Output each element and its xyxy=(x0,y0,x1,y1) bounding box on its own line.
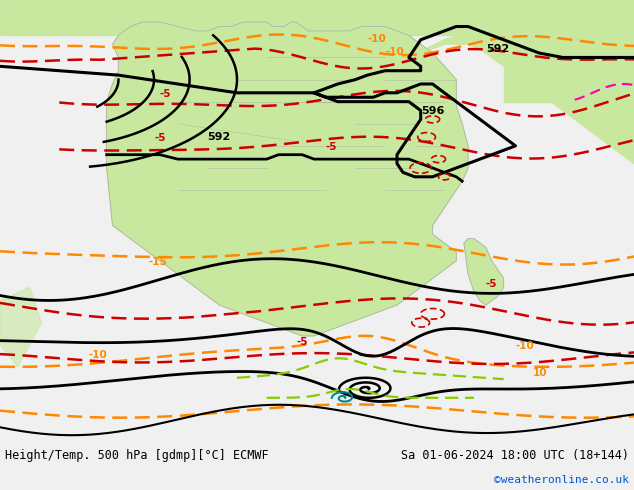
Text: 596: 596 xyxy=(421,105,444,116)
Text: 10: 10 xyxy=(533,368,548,378)
Text: -10: -10 xyxy=(515,341,534,351)
Text: -10: -10 xyxy=(89,350,108,360)
Text: -5: -5 xyxy=(296,337,307,347)
Text: -15: -15 xyxy=(148,257,167,267)
Text: Sa 01-06-2024 18:00 UTC (18+144): Sa 01-06-2024 18:00 UTC (18+144) xyxy=(401,448,629,462)
Polygon shape xyxy=(415,0,634,164)
Text: Height/Temp. 500 hPa [gdmp][°C] ECMWF: Height/Temp. 500 hPa [gdmp][°C] ECMWF xyxy=(5,448,269,462)
Text: -5: -5 xyxy=(160,89,171,99)
Polygon shape xyxy=(464,239,503,305)
Text: -10: -10 xyxy=(367,34,386,44)
Polygon shape xyxy=(0,287,41,367)
Text: ©weatheronline.co.uk: ©weatheronline.co.uk xyxy=(494,475,629,485)
Text: 592: 592 xyxy=(486,44,509,53)
Polygon shape xyxy=(0,0,634,35)
Text: -5: -5 xyxy=(154,133,165,144)
Text: 592: 592 xyxy=(207,132,231,142)
Polygon shape xyxy=(107,22,468,336)
Text: -5: -5 xyxy=(486,279,497,289)
Text: -5: -5 xyxy=(326,142,337,152)
Polygon shape xyxy=(503,0,634,101)
Text: -10: -10 xyxy=(385,47,404,57)
